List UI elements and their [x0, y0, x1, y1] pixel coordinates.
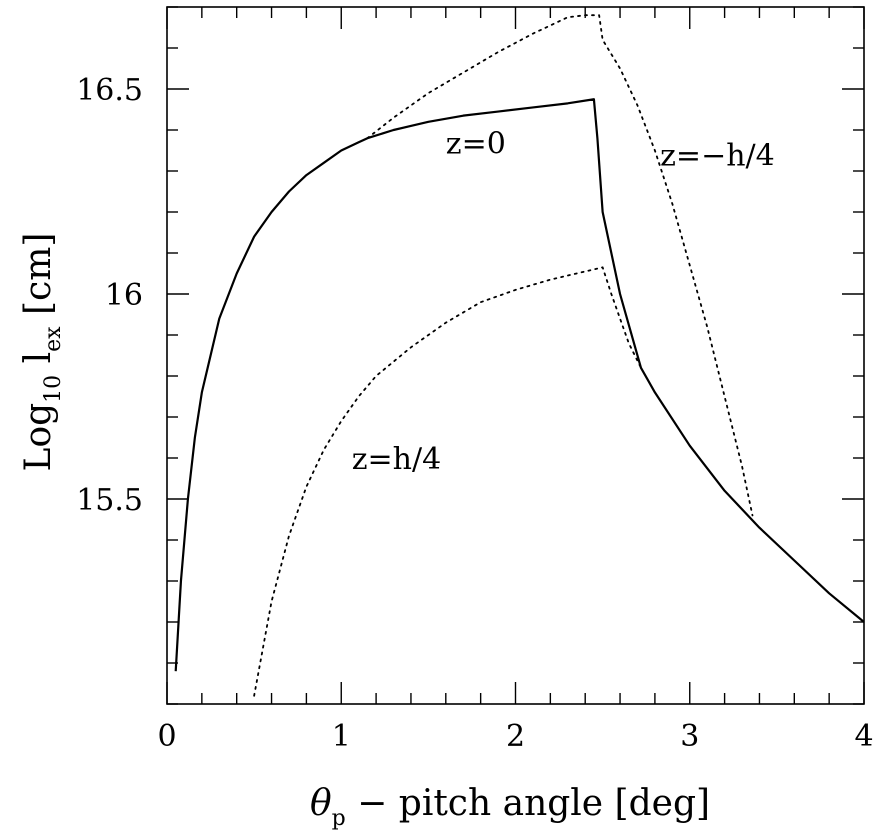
x-axis-label-symbol: θ: [310, 783, 332, 824]
series-line-z-h-4: [253, 266, 642, 697]
series-annotation: z=0: [446, 126, 506, 161]
y-axis-label-main: l: [18, 352, 59, 375]
x-tick-label: 0: [157, 719, 176, 754]
ticks-layer: [166, 6, 865, 705]
x-tick-label: 4: [854, 719, 873, 754]
x-axis-label-text: − pitch angle [deg]: [346, 783, 710, 824]
series-line-z-0: [174, 98, 865, 672]
x-axis-label: θp − pitch angle [deg]: [310, 783, 710, 831]
series-line-z-minus-h-4: [366, 14, 754, 517]
tick-labels-layer: 0 1 2 3 4 15.5 16 16.5: [76, 73, 873, 754]
y-axis-label-main-sub: ex: [41, 326, 66, 352]
series-annotation: z=h/4: [352, 442, 441, 477]
y-axis-label: Log10 lex [cm]: [18, 233, 66, 472]
y-tick-label: 16.5: [76, 73, 143, 108]
x-tick-label: 3: [680, 719, 699, 754]
y-axis-label-prefix: Log: [18, 403, 59, 472]
x-axis-label-subscript: p: [332, 806, 346, 831]
plot-frame: [166, 6, 865, 705]
annotations-layer: z=0 z=−h/4 z=h/4: [352, 126, 775, 477]
y-tick-label: 16: [105, 278, 143, 313]
x-tick-label: 2: [506, 719, 525, 754]
series-annotation: z=−h/4: [660, 139, 775, 174]
x-tick-label: 1: [332, 719, 351, 754]
y-axis-label-prefix-sub: 10: [41, 375, 66, 403]
y-axis-label-suffix: [cm]: [18, 233, 59, 327]
y-tick-label: 15.5: [76, 483, 143, 518]
series-layer: [174, 14, 865, 697]
